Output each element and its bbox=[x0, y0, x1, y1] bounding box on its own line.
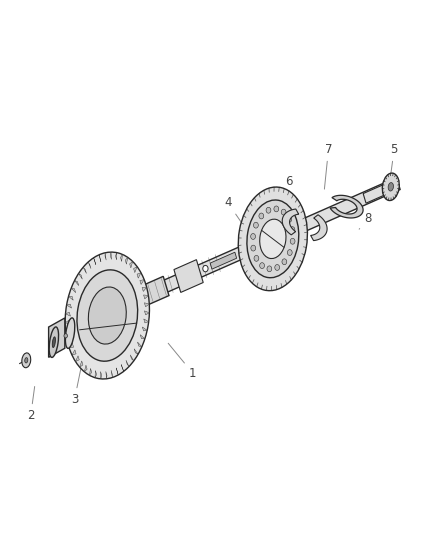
Ellipse shape bbox=[254, 222, 258, 228]
Ellipse shape bbox=[267, 266, 272, 272]
Polygon shape bbox=[106, 372, 107, 379]
Ellipse shape bbox=[65, 318, 75, 349]
Polygon shape bbox=[311, 215, 327, 240]
Polygon shape bbox=[116, 253, 117, 260]
Ellipse shape bbox=[282, 259, 287, 265]
Text: 4: 4 bbox=[224, 196, 248, 232]
Polygon shape bbox=[66, 312, 71, 316]
Ellipse shape bbox=[260, 219, 286, 259]
Text: 8: 8 bbox=[359, 212, 371, 229]
Polygon shape bbox=[94, 258, 96, 265]
Ellipse shape bbox=[88, 287, 126, 344]
Polygon shape bbox=[174, 260, 203, 293]
Ellipse shape bbox=[77, 270, 138, 361]
Polygon shape bbox=[69, 343, 74, 348]
Polygon shape bbox=[144, 319, 148, 323]
Ellipse shape bbox=[65, 252, 149, 379]
Polygon shape bbox=[65, 320, 70, 324]
Polygon shape bbox=[110, 252, 111, 260]
Ellipse shape bbox=[274, 206, 279, 212]
Polygon shape bbox=[242, 217, 304, 260]
Polygon shape bbox=[282, 209, 299, 235]
Ellipse shape bbox=[22, 353, 31, 368]
Polygon shape bbox=[133, 276, 169, 309]
Text: 1: 1 bbox=[168, 343, 197, 379]
Polygon shape bbox=[80, 361, 83, 367]
Polygon shape bbox=[130, 262, 133, 268]
Polygon shape bbox=[125, 257, 128, 264]
Polygon shape bbox=[83, 267, 86, 273]
Ellipse shape bbox=[281, 209, 286, 215]
Ellipse shape bbox=[251, 233, 255, 239]
Polygon shape bbox=[105, 253, 106, 260]
Text: 5: 5 bbox=[390, 143, 398, 179]
Polygon shape bbox=[111, 370, 113, 377]
Ellipse shape bbox=[238, 187, 307, 290]
Polygon shape bbox=[116, 368, 118, 375]
Ellipse shape bbox=[382, 173, 399, 200]
Ellipse shape bbox=[49, 327, 59, 358]
Polygon shape bbox=[210, 252, 237, 269]
Polygon shape bbox=[89, 368, 92, 375]
Text: 6: 6 bbox=[285, 175, 293, 205]
Polygon shape bbox=[74, 280, 79, 286]
Polygon shape bbox=[120, 254, 123, 262]
Text: 3: 3 bbox=[71, 360, 83, 406]
Polygon shape bbox=[137, 273, 141, 278]
Polygon shape bbox=[72, 350, 76, 355]
Ellipse shape bbox=[287, 216, 292, 222]
Polygon shape bbox=[142, 287, 147, 292]
Polygon shape bbox=[138, 342, 142, 347]
Polygon shape bbox=[95, 370, 97, 378]
Polygon shape bbox=[78, 273, 82, 279]
Polygon shape bbox=[134, 349, 138, 354]
Polygon shape bbox=[130, 355, 134, 361]
Polygon shape bbox=[49, 318, 65, 357]
Polygon shape bbox=[145, 311, 149, 315]
Polygon shape bbox=[71, 288, 76, 293]
Polygon shape bbox=[67, 304, 71, 308]
Polygon shape bbox=[134, 177, 400, 305]
Polygon shape bbox=[140, 280, 144, 285]
Polygon shape bbox=[75, 356, 79, 361]
Ellipse shape bbox=[247, 200, 299, 278]
Ellipse shape bbox=[251, 245, 256, 251]
Polygon shape bbox=[140, 335, 145, 339]
Polygon shape bbox=[330, 195, 363, 218]
Polygon shape bbox=[68, 296, 73, 300]
Ellipse shape bbox=[290, 238, 295, 244]
Polygon shape bbox=[85, 365, 87, 372]
Polygon shape bbox=[142, 327, 147, 331]
Ellipse shape bbox=[64, 334, 67, 338]
Polygon shape bbox=[99, 255, 101, 262]
Ellipse shape bbox=[203, 265, 208, 272]
Ellipse shape bbox=[388, 183, 393, 191]
Text: 2: 2 bbox=[27, 386, 35, 422]
Text: 7: 7 bbox=[325, 143, 332, 189]
Polygon shape bbox=[134, 266, 137, 272]
Polygon shape bbox=[145, 303, 149, 307]
Polygon shape bbox=[126, 360, 129, 367]
Polygon shape bbox=[101, 372, 102, 379]
Ellipse shape bbox=[266, 207, 271, 213]
Polygon shape bbox=[363, 179, 400, 203]
Polygon shape bbox=[67, 336, 72, 340]
Polygon shape bbox=[121, 365, 124, 372]
Ellipse shape bbox=[25, 358, 28, 363]
Ellipse shape bbox=[287, 249, 292, 255]
Ellipse shape bbox=[275, 264, 279, 270]
Ellipse shape bbox=[290, 227, 295, 232]
Ellipse shape bbox=[259, 213, 264, 219]
Polygon shape bbox=[88, 262, 91, 269]
Ellipse shape bbox=[260, 263, 265, 269]
Polygon shape bbox=[66, 328, 71, 332]
Polygon shape bbox=[144, 295, 148, 299]
Ellipse shape bbox=[254, 255, 259, 261]
Ellipse shape bbox=[52, 337, 56, 348]
